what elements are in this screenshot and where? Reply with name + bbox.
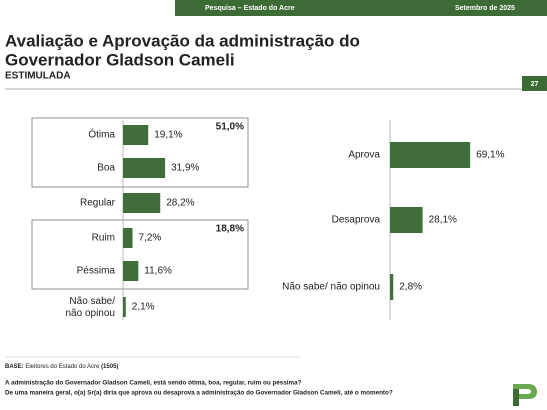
category-label: Não sabe/ não opinou — [282, 282, 380, 293]
category-label: Desaprova — [332, 215, 381, 226]
category-label: Boa — [97, 163, 115, 174]
category-label: Não sabe/não opinou — [66, 296, 116, 319]
category-label: Regular — [80, 198, 116, 209]
header-right: Setembro de 2025 — [455, 5, 515, 12]
value-label: 69,1% — [476, 150, 504, 161]
bar — [123, 261, 139, 281]
title: Governador Gladson Cameli — [5, 50, 235, 69]
group-total: 51,0% — [216, 122, 244, 133]
bar — [123, 158, 166, 178]
value-label: 28,1% — [429, 215, 457, 226]
value-label: 7,2% — [139, 233, 162, 244]
category-label: Ótima — [88, 128, 115, 141]
bar — [123, 125, 149, 145]
subtitle: ESTIMULADA — [5, 71, 71, 82]
question: A administração do Governador Gladson Ca… — [5, 380, 302, 387]
base-label: BASE: — [5, 364, 24, 370]
value-label: 2,1% — [132, 302, 155, 313]
category-label: Ruim — [92, 233, 115, 244]
bar — [123, 297, 126, 317]
value-label: 28,2% — [166, 198, 194, 209]
header-left: Pesquisa – Estado do Acre — [205, 5, 295, 12]
page-number: 27 — [531, 81, 539, 88]
base-text: Eleitores do Estado do Acre — [25, 364, 100, 370]
logo-part — [513, 384, 537, 399]
bar — [390, 142, 471, 168]
logo-part — [513, 384, 519, 406]
base-note: BASE: Eleitores do Estado do Acre (1505) — [5, 364, 118, 370]
category-label: Aprova — [348, 150, 380, 161]
question: De uma maneira geral, o(a) Sr(a) diria q… — [5, 390, 393, 397]
bar — [123, 193, 161, 213]
title: Avaliação e Aprovação da administração d… — [5, 31, 360, 50]
group-box — [31, 219, 249, 290]
bar — [123, 228, 133, 248]
bar — [390, 207, 423, 233]
logo — [513, 384, 537, 406]
base-n: (1505) — [101, 364, 118, 370]
value-label: 11,6% — [144, 266, 172, 277]
group-total: 18,8% — [216, 224, 244, 235]
header-bar — [175, 0, 547, 16]
category-label: Péssima — [77, 266, 116, 277]
value-label: 31,9% — [171, 163, 199, 174]
value-label: 2,8% — [399, 282, 422, 293]
value-label: 19,1% — [154, 130, 182, 141]
page-badge — [522, 76, 547, 91]
bar — [390, 274, 394, 300]
group-box — [31, 117, 249, 188]
